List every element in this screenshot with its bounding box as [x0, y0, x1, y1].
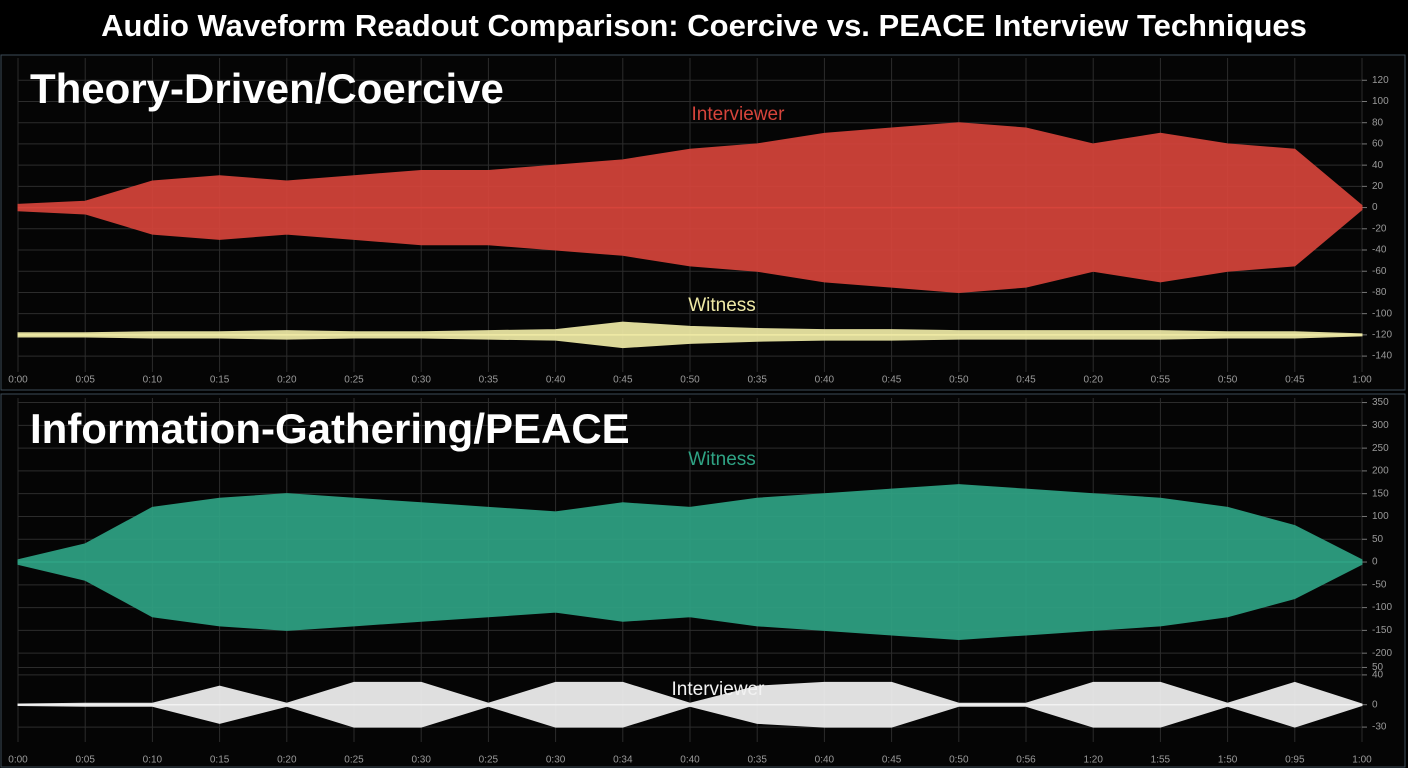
x-tick-label: 0:00 [8, 375, 28, 386]
panel-title: Theory-Driven/Coercive [30, 65, 504, 112]
x-tick-label: 0:95 [1285, 755, 1305, 766]
y-tick-label: 300 [1372, 420, 1389, 431]
x-tick-label: 0:40 [815, 755, 835, 766]
y-tick-label: 250 [1372, 443, 1389, 454]
y-tick-label: 80 [1372, 117, 1384, 128]
y-tick-label: -60 [1372, 266, 1387, 277]
waveform-upper [17, 122, 1363, 209]
x-tick-label: 0:15 [210, 375, 230, 386]
y-tick-label: 150 [1372, 488, 1389, 499]
y-tick-label: -100 [1372, 308, 1392, 319]
y-tick-label: -140 [1372, 351, 1392, 362]
waveform-lower [17, 704, 1363, 728]
x-tick-label: 0:40 [815, 375, 835, 386]
y-tick-label: 40 [1372, 160, 1384, 171]
x-tick-label: 0:55 [1151, 375, 1171, 386]
x-tick-label: 0:45 [1016, 375, 1036, 386]
x-tick-label: 0:50 [680, 375, 700, 386]
x-tick-label: 0:10 [143, 755, 163, 766]
series-label: Interviewer [672, 679, 766, 700]
y-tick-label: 0 [1372, 557, 1378, 568]
y-tick-label: 50 [1372, 534, 1384, 545]
y-tick-label: -30 [1372, 722, 1387, 733]
x-tick-label: 0:45 [882, 375, 902, 386]
x-tick-label: 0:05 [75, 755, 95, 766]
x-tick-label: 0:10 [143, 375, 163, 386]
x-tick-label: 0:50 [949, 755, 969, 766]
x-tick-label: 0:25 [344, 755, 364, 766]
x-tick-label: 0:05 [75, 375, 95, 386]
x-tick-label: 0:45 [882, 755, 902, 766]
x-tick-label: 1:00 [1352, 755, 1372, 766]
y-tick-label: 120 [1372, 75, 1389, 86]
page-title: Audio Waveform Readout Comparison: Coerc… [101, 8, 1307, 43]
x-tick-label: 0:30 [411, 375, 431, 386]
y-tick-label: 0 [1372, 699, 1378, 710]
x-tick-label: 0:50 [1218, 375, 1238, 386]
y-tick-label: -40 [1372, 245, 1387, 256]
x-tick-label: 0:40 [680, 755, 700, 766]
panel-title: Information-Gathering/PEACE [30, 405, 630, 452]
x-tick-label: 0:25 [344, 375, 364, 386]
x-tick-label: 1:55 [1151, 755, 1171, 766]
waveform-lower [17, 207, 1363, 293]
y-tick-label: -120 [1372, 330, 1392, 341]
y-tick-label: -50 [1372, 579, 1387, 590]
x-tick-label: 0:35 [747, 375, 767, 386]
x-tick-label: 0:56 [1016, 755, 1036, 766]
x-tick-label: 0:34 [613, 755, 633, 766]
x-tick-label: 0:20 [1083, 375, 1103, 386]
waveform-upper [17, 484, 1363, 563]
y-tick-label: 50 [1372, 662, 1384, 673]
y-tick-label: 40 [1372, 670, 1384, 681]
y-tick-label: -200 [1372, 648, 1392, 659]
x-tick-label: 0:20 [277, 755, 297, 766]
y-tick-label: 20 [1372, 181, 1384, 192]
x-tick-label: 0:35 [479, 375, 499, 386]
series-label: Witness [688, 295, 756, 316]
x-tick-label: 0:45 [613, 375, 633, 386]
x-tick-label: 0:45 [1285, 375, 1305, 386]
x-tick-label: 0:50 [949, 375, 969, 386]
y-tick-label: -80 [1372, 287, 1387, 298]
series-label: Witness [688, 449, 756, 470]
x-tick-label: 0:35 [747, 755, 767, 766]
y-tick-label: 0 [1372, 202, 1378, 213]
y-tick-label: -20 [1372, 223, 1387, 234]
waveform-upper [17, 681, 1363, 706]
y-tick-label: -100 [1372, 602, 1392, 613]
x-tick-label: 0:40 [546, 375, 566, 386]
y-tick-label: 100 [1372, 511, 1389, 522]
y-tick-label: 350 [1372, 397, 1389, 408]
x-tick-label: 0:15 [210, 755, 230, 766]
x-tick-label: 0:30 [411, 755, 431, 766]
x-tick-label: 1:50 [1218, 755, 1238, 766]
x-tick-label: 0:00 [8, 755, 28, 766]
x-tick-label: 0:30 [546, 755, 566, 766]
y-tick-label: -150 [1372, 625, 1392, 636]
series-label: Interviewer [692, 104, 786, 125]
x-tick-label: 1:00 [1352, 375, 1372, 386]
y-tick-label: 100 [1372, 96, 1389, 107]
x-tick-label: 0:25 [479, 755, 499, 766]
waveform-lower [17, 561, 1363, 640]
y-tick-label: 60 [1372, 139, 1384, 150]
x-tick-label: 0:20 [277, 375, 297, 386]
waveform-lower [17, 334, 1363, 349]
waveform-upper [17, 321, 1363, 336]
y-tick-label: 200 [1372, 466, 1389, 477]
x-tick-label: 1:20 [1083, 755, 1103, 766]
